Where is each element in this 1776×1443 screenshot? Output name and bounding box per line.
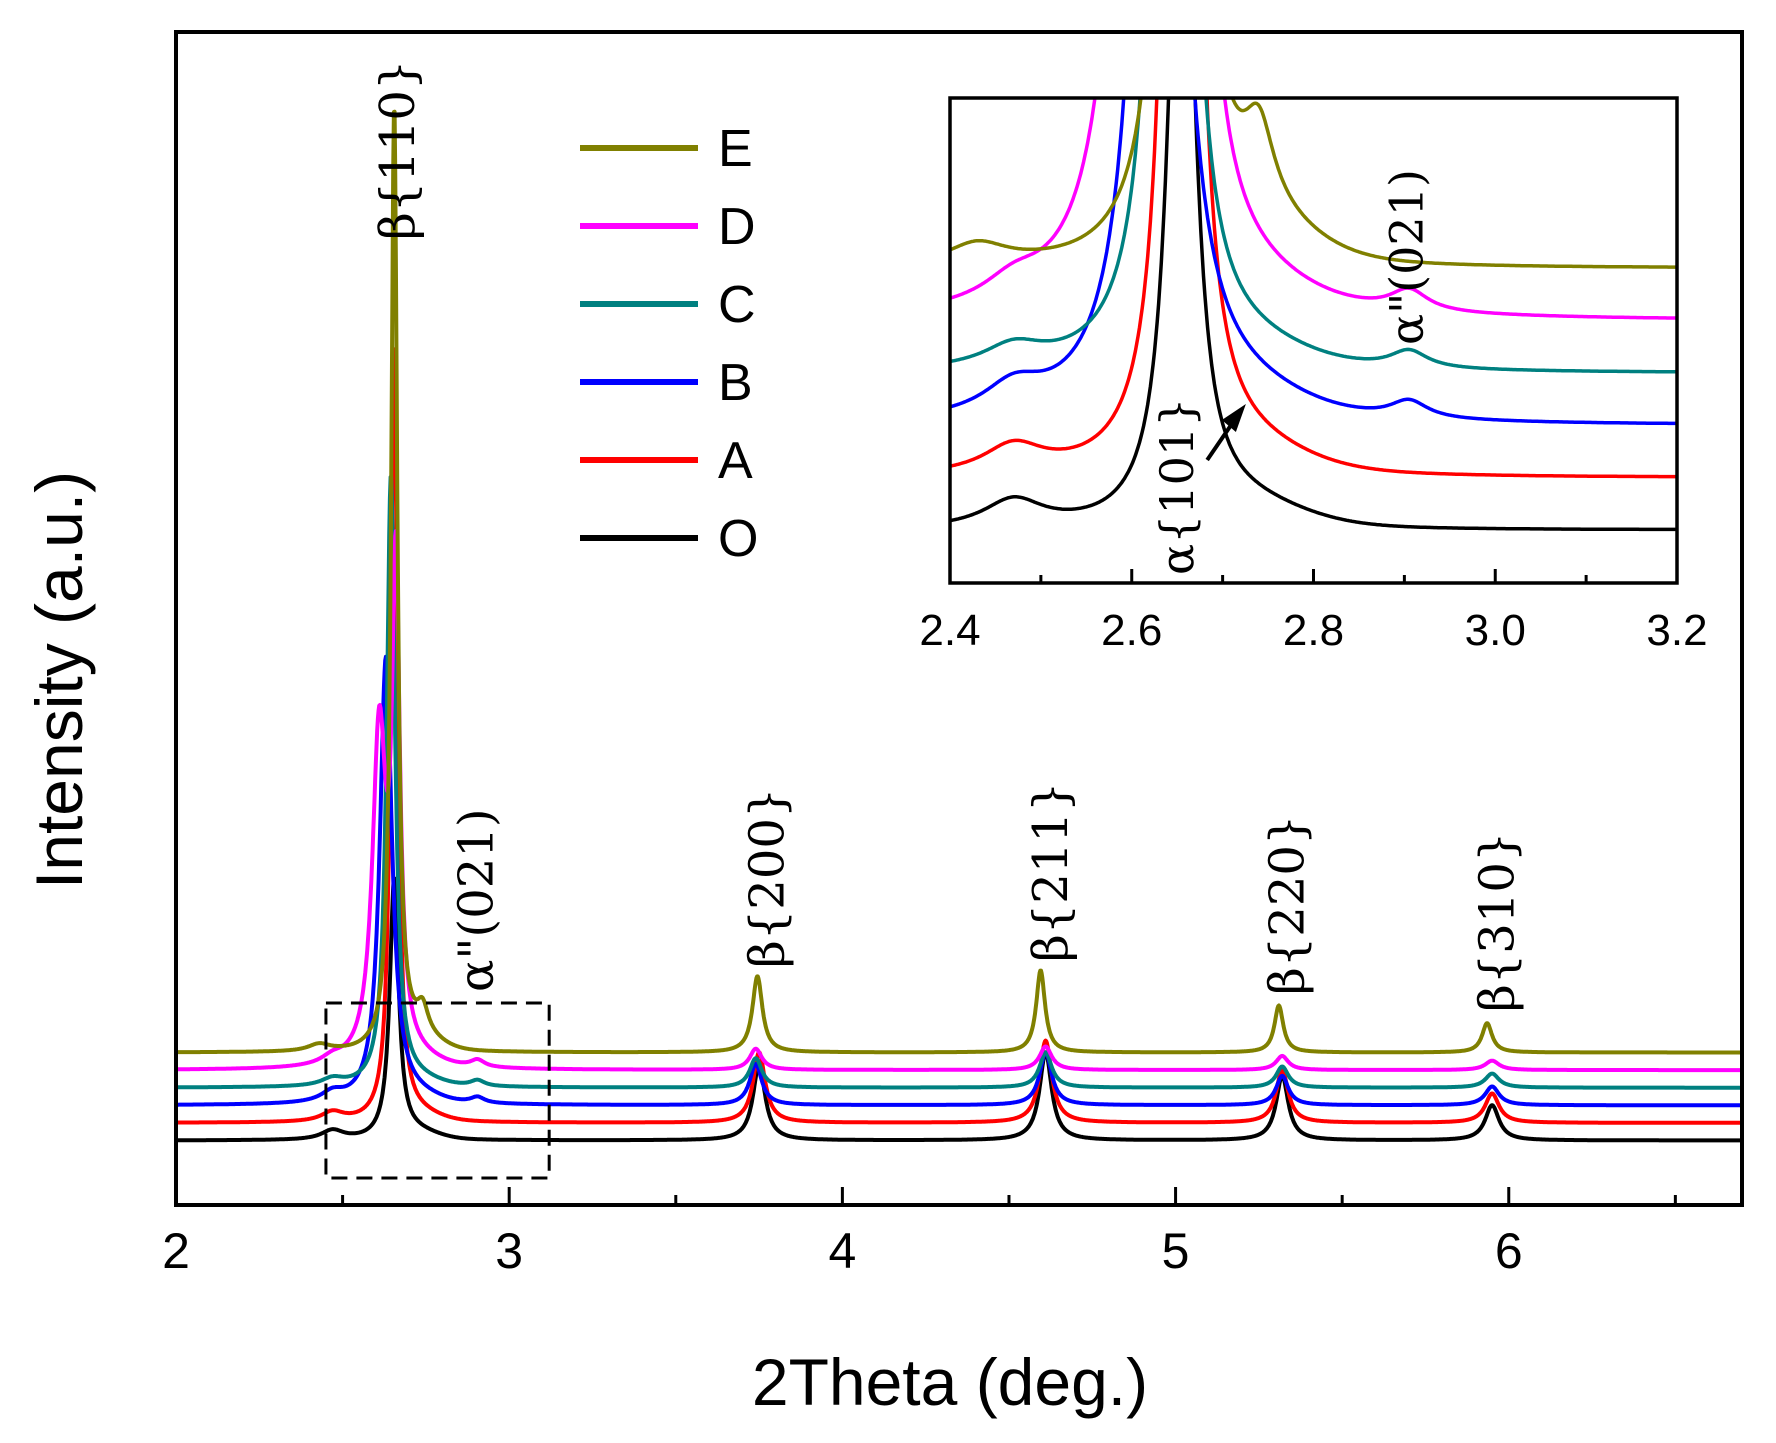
inset-label-alpha-021: α"(021) bbox=[1379, 169, 1433, 345]
inset-series-line-c bbox=[950, 98, 1677, 374]
x-tick-label: 2 bbox=[162, 1223, 190, 1279]
series-line-e bbox=[174, 109, 1744, 1055]
inset-x-ticks: 2.4 2.6 2.8 3.0 3.2 bbox=[919, 569, 1708, 655]
peak-label-220: β{220} bbox=[1260, 815, 1316, 995]
x-tick-label: 4 bbox=[828, 1223, 856, 1279]
inset-series-line-d bbox=[950, 98, 1677, 320]
inset-label-alpha-101: α{101} bbox=[1150, 398, 1204, 575]
series-line-d bbox=[174, 529, 1744, 1073]
inset-annotations: α"(021) α{101} bbox=[1150, 169, 1433, 575]
x-axis-label: 2Theta (deg.) bbox=[752, 1345, 1148, 1419]
inset-x-tick-label: 3.2 bbox=[1646, 606, 1707, 655]
inset-series-line-o bbox=[950, 98, 1677, 532]
inset-x-tick-label: 2.8 bbox=[1283, 606, 1344, 655]
series-line-o bbox=[174, 876, 1744, 1143]
legend-label-c: C bbox=[718, 276, 756, 334]
legend-label-b: B bbox=[718, 354, 753, 412]
inset-x-tick-label: 2.6 bbox=[1101, 606, 1162, 655]
inset-series-line-a bbox=[950, 98, 1677, 479]
inset-arrow-head bbox=[1221, 404, 1246, 432]
main-x-ticks: 2 3 4 5 6 bbox=[162, 1187, 1677, 1279]
inset-region-box bbox=[324, 1001, 551, 1180]
peak-label-110: β{110} bbox=[370, 60, 426, 240]
peak-labels: β{110} α"(021) β{200} β{211} β{220} β{310} bbox=[370, 60, 1526, 1012]
series-line-b bbox=[174, 654, 1744, 1108]
series-line-a bbox=[174, 347, 1744, 1125]
inset-series-line-b bbox=[950, 98, 1677, 426]
x-tick-label: 3 bbox=[495, 1223, 523, 1279]
inset-x-tick-label: 2.4 bbox=[919, 606, 980, 655]
x-tick-label: 5 bbox=[1162, 1223, 1190, 1279]
inset-series-group bbox=[950, 98, 1677, 532]
inset-x-tick-label: 3.0 bbox=[1465, 606, 1526, 655]
inset-series-line-e bbox=[950, 98, 1677, 269]
peak-label-211: β{211} bbox=[1023, 782, 1079, 962]
legend-label-d: D bbox=[718, 198, 756, 256]
x-tick-label: 6 bbox=[1495, 1223, 1523, 1279]
inset-plot: 2.4 2.6 2.8 3.0 3.2 α"(021) α{101} bbox=[919, 96, 1708, 655]
main-plot-frame bbox=[174, 30, 1744, 1207]
peak-label-200: β{200} bbox=[740, 788, 796, 968]
peak-label-310: β{310} bbox=[1469, 832, 1525, 1012]
series-line-c bbox=[174, 475, 1744, 1090]
legend-label-e: E bbox=[718, 120, 753, 178]
y-axis-label: Intensity (a.u.) bbox=[22, 471, 96, 889]
legend-label-o: O bbox=[718, 510, 758, 568]
legend-label-a: A bbox=[718, 432, 753, 490]
main-series-group bbox=[174, 109, 1744, 1143]
peak-label-021: α"(021) bbox=[449, 808, 505, 992]
